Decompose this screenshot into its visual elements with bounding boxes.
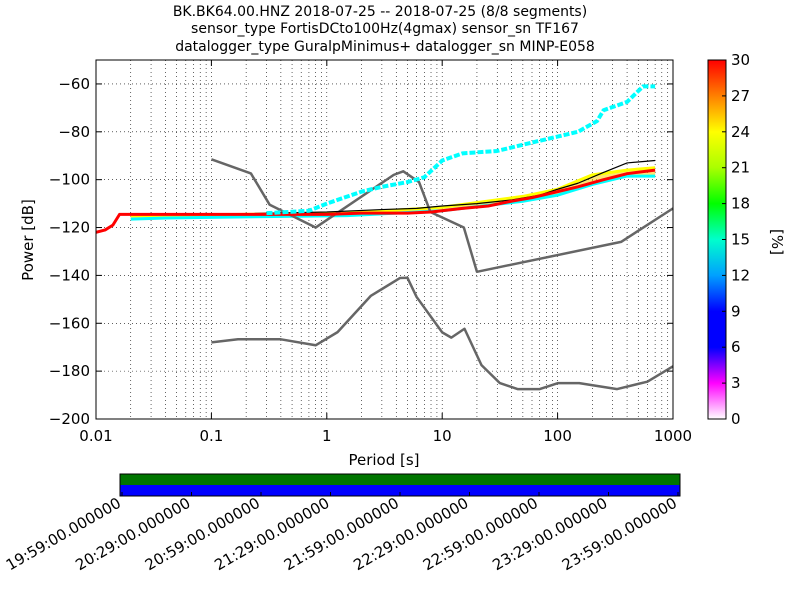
- y-tick-label: −80: [58, 123, 90, 141]
- y-axis-ticks: −200 −180 −160 −140 −120 −100 −80 −60: [49, 75, 673, 428]
- colorbar-tick-label: 27: [731, 87, 750, 105]
- colorbar-tick-label: 24: [731, 123, 750, 141]
- colorbar-ticks: 0 3 6 9 12 15 18 21 24 27 30: [722, 51, 750, 428]
- availability-band: [120, 474, 680, 485]
- x-tick-label: 10: [433, 427, 452, 445]
- availability-time-label: 21:59:00.000000: [281, 494, 402, 574]
- noise-model-low-line: [211, 276, 674, 391]
- y-tick-label: −180: [49, 362, 90, 380]
- x-tick-label: 1: [322, 427, 332, 445]
- series-lines: [95, 84, 674, 391]
- x-axis-ticks: 0.01 0.1 1 10 100 1000: [79, 60, 692, 445]
- availability-time-label: 20:59:00.000000: [142, 494, 263, 574]
- colorbar-tick-label: 6: [731, 338, 741, 356]
- availability-band: [120, 485, 680, 496]
- y-tick-label: −120: [49, 219, 90, 237]
- availability-time-label: 23:59:00.000000: [559, 494, 680, 574]
- availability-time-label: 22:59:00.000000: [420, 494, 541, 574]
- chart-title-line-2: sensor_type FortisDCto100Hz(4gmax) senso…: [191, 21, 579, 37]
- x-axis-label: Period [s]: [348, 451, 419, 469]
- colorbar-tick-label: 3: [731, 374, 741, 392]
- availability-time-ticks: 19:59:00.00000020:29:00.00000020:59:00.0…: [3, 492, 680, 574]
- colorbar-tick-label: 9: [731, 302, 741, 320]
- band-lower-edge: [130, 174, 656, 221]
- availability-time-label: 19:59:00.000000: [3, 494, 124, 574]
- chart-title-line-3: datalogger_type GuralpMinimus+ datalogge…: [175, 39, 595, 55]
- colorbar-tick-label: 18: [731, 195, 750, 213]
- availability-time-label: 23:29:00.000000: [489, 494, 610, 574]
- x-tick-label: 0.01: [79, 427, 112, 445]
- y-tick-label: −200: [49, 410, 90, 428]
- y-tick-label: −60: [58, 75, 90, 93]
- noise-model-high-line: [210, 158, 674, 274]
- availability-time-label: 20:29:00.000000: [72, 494, 193, 574]
- y-tick-label: −160: [49, 314, 90, 332]
- availability-time-label: 21:29:00.000000: [211, 494, 332, 574]
- spread-trace: [266, 84, 656, 216]
- plot-area: [96, 60, 673, 419]
- colorbar-label: [%]: [768, 229, 786, 255]
- y-axis-label: Power [dB]: [19, 199, 37, 281]
- colorbar-tick-label: 12: [731, 266, 750, 284]
- colorbar-tick-label: 30: [731, 51, 750, 69]
- colorbar-tick-label: 21: [731, 159, 750, 177]
- x-tick-label: 1000: [654, 427, 692, 445]
- y-tick-label: −100: [49, 171, 90, 189]
- chart-title-line-1: BK.BK64.00.HNZ 2018-07-25 -- 2018-07-25 …: [173, 4, 587, 20]
- mode-line: [95, 168, 656, 234]
- availability-time-label: 22:29:00.000000: [350, 494, 471, 574]
- x-tick-label: 0.1: [199, 427, 223, 445]
- x-tick-label: 100: [543, 427, 572, 445]
- y-tick-label: −140: [49, 266, 90, 284]
- colorbar-tick-label: 15: [731, 231, 750, 249]
- colorbar-tick-label: 0: [731, 410, 741, 428]
- plot-frame: [95, 59, 674, 420]
